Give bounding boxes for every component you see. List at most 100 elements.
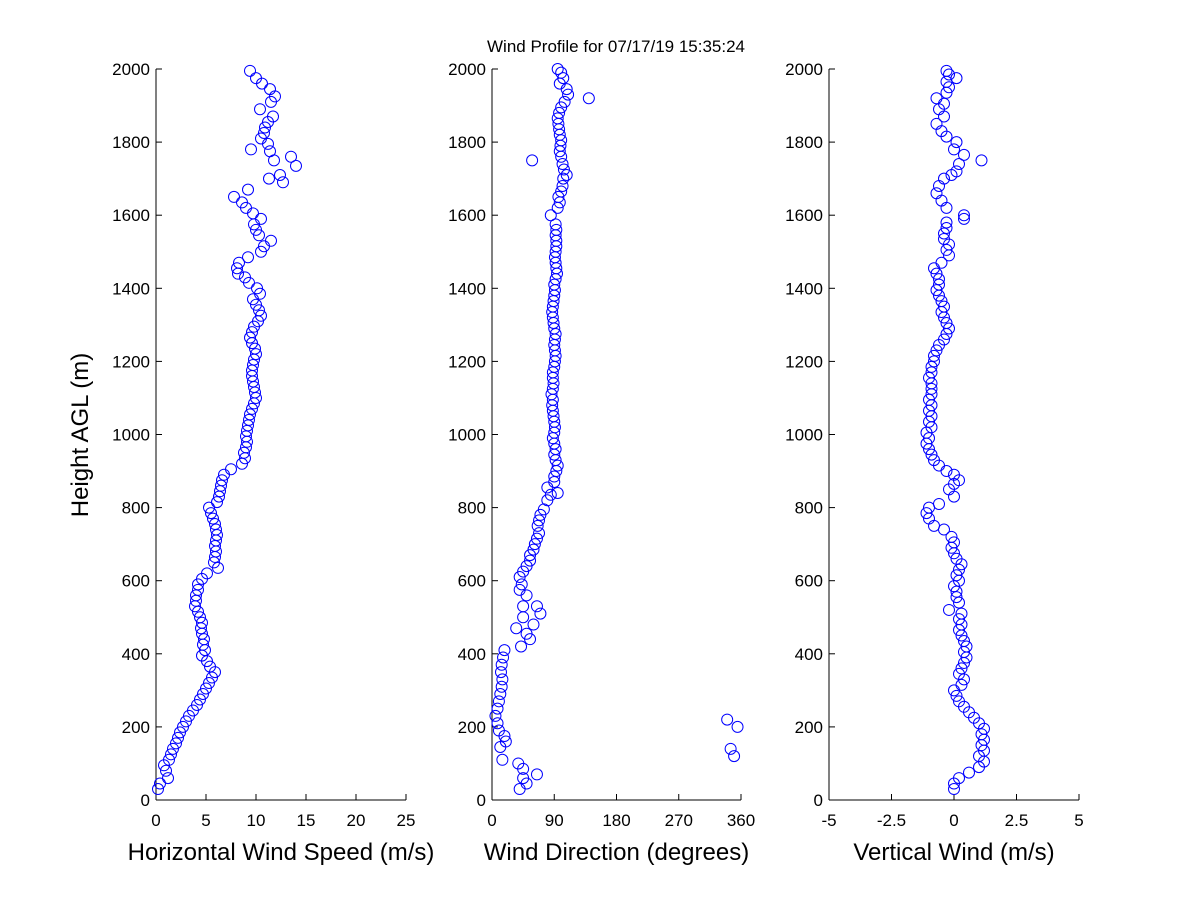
y-tick-label: 200 xyxy=(122,718,150,737)
y-tick-label: 1400 xyxy=(785,279,823,298)
y-tick-label: 1200 xyxy=(448,352,486,371)
data-point xyxy=(950,689,963,702)
data-point xyxy=(953,772,965,785)
data-point xyxy=(948,490,960,503)
data-point xyxy=(950,585,963,598)
data-point xyxy=(243,413,255,426)
data-point xyxy=(940,201,953,214)
x-axis-label-speed: Horizontal Wind Speed (m/s) xyxy=(128,839,435,866)
data-point xyxy=(958,148,970,161)
data-point xyxy=(246,402,258,415)
x-tick-label: 20 xyxy=(347,811,366,830)
y-tick-label: 1600 xyxy=(785,206,823,225)
data-point xyxy=(550,223,563,236)
data-point xyxy=(259,121,271,134)
data-point xyxy=(494,688,507,701)
y-tick-label: 400 xyxy=(795,645,823,664)
data-point xyxy=(517,772,530,785)
data-point xyxy=(263,172,275,185)
x-tick-label: 5 xyxy=(201,811,210,830)
y-tick-label: 200 xyxy=(795,718,823,737)
data-point xyxy=(167,742,179,755)
x-tick-label: -2.5 xyxy=(877,811,906,830)
data-point xyxy=(955,607,968,620)
figure-title: Wind Profile for 07/17/19 15:35:24 xyxy=(487,37,745,56)
data-point xyxy=(494,666,507,679)
data-point xyxy=(163,753,175,766)
data-point xyxy=(943,322,955,335)
data-point xyxy=(955,662,968,675)
data-point xyxy=(152,783,164,796)
data-point xyxy=(556,158,569,171)
data-point xyxy=(560,168,573,181)
data-point xyxy=(204,660,216,673)
y-tick-label: 2000 xyxy=(785,60,823,79)
data-point xyxy=(231,262,243,275)
data-point xyxy=(225,463,237,476)
panel-horizontal-wind-speed: 0 200 400 600 800 1000 1200 1400 1600 1800 2000 0 5 1… xyxy=(112,60,434,866)
y-tick-label: 600 xyxy=(122,572,150,591)
x-tick-label: 15 xyxy=(297,811,316,830)
data-point xyxy=(250,72,262,85)
data-point xyxy=(551,112,564,125)
x-tick-label: 360 xyxy=(727,811,755,830)
data-point xyxy=(247,207,259,220)
data-point xyxy=(930,117,943,130)
y-tick-label: 400 xyxy=(458,645,486,664)
data-point xyxy=(205,507,217,520)
data-point xyxy=(165,748,177,761)
y-tick-label: 800 xyxy=(795,499,823,518)
data-point xyxy=(194,611,206,624)
data-point xyxy=(928,355,940,368)
data-point xyxy=(943,603,955,616)
data-point xyxy=(203,677,215,690)
data-point xyxy=(277,176,289,189)
data-point xyxy=(528,538,541,551)
data-point xyxy=(925,382,938,395)
data-point xyxy=(154,777,166,790)
data-point xyxy=(249,342,261,355)
data-point xyxy=(255,309,267,322)
data-point xyxy=(562,88,575,101)
y-tick-label: 1400 xyxy=(448,279,486,298)
data-point xyxy=(244,408,256,421)
data-point xyxy=(928,349,940,362)
data-point xyxy=(495,680,508,693)
data-point xyxy=(551,63,564,75)
data-point xyxy=(191,698,203,711)
x-tick-label: 5 xyxy=(1074,811,1083,830)
data-point xyxy=(196,616,208,629)
data-point xyxy=(938,232,950,245)
data-point xyxy=(499,735,512,748)
data-point xyxy=(557,72,570,85)
data-point xyxy=(541,481,554,494)
data-point xyxy=(975,154,988,167)
data-point xyxy=(558,95,571,108)
data-point xyxy=(290,159,302,172)
data-point xyxy=(544,209,557,222)
y-tick-label: 2000 xyxy=(112,60,150,79)
data-point xyxy=(953,695,965,708)
data-point xyxy=(194,693,206,706)
data-point xyxy=(960,640,973,653)
data-point xyxy=(925,360,938,373)
y-tick-label: 1800 xyxy=(112,133,150,152)
data-point xyxy=(938,227,950,240)
x-tick-label: 270 xyxy=(665,811,693,830)
data-point xyxy=(555,185,568,198)
data-point xyxy=(920,507,933,520)
data-point xyxy=(544,488,557,501)
data-point xyxy=(246,326,258,339)
y-tick-label: 1200 xyxy=(112,352,150,371)
data-point xyxy=(556,179,569,192)
data-point xyxy=(948,536,960,549)
data-point xyxy=(492,695,505,708)
data-point xyxy=(254,287,266,300)
data-point xyxy=(533,527,546,540)
data-point xyxy=(549,218,562,231)
data-point xyxy=(162,772,174,785)
data-point xyxy=(510,622,523,635)
data-point xyxy=(515,578,528,591)
data-point xyxy=(530,768,543,781)
data-point xyxy=(496,753,509,766)
